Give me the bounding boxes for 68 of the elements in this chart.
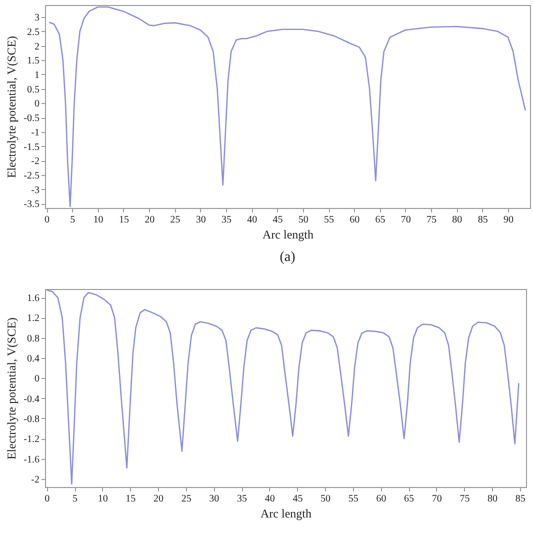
y-tick-label: -2.5	[24, 170, 40, 182]
x-tick-label: 70	[400, 214, 411, 226]
y-tick-label: -1.5	[24, 142, 40, 153]
y-tick-label: 0.8	[27, 333, 40, 344]
x-tick-label: 10	[98, 494, 108, 504]
y-tick-label: -1.2	[24, 434, 40, 446]
x-tick-label: 40	[247, 214, 258, 226]
line-series	[48, 6, 526, 208]
x-tick-label: 50	[320, 494, 331, 504]
x-axis-title: Arc length	[262, 228, 314, 242]
x-tick-label: 85	[515, 494, 526, 504]
y-tick-label: -0.8	[24, 414, 40, 425]
y-axis-title: Electrolyte potential, V(SCE)	[4, 36, 19, 178]
y-tick-label: -2	[31, 474, 40, 486]
y-tick-label: 0.4	[27, 354, 40, 365]
y-tick-label: 0	[34, 374, 40, 385]
x-tick-label: 45	[272, 214, 283, 226]
x-tick-label: 80	[488, 494, 498, 504]
text: (a)	[280, 250, 296, 265]
x-tick-label: 0	[44, 214, 50, 226]
x-tick-label: 5	[70, 214, 76, 226]
y-tick-label: 1.6	[27, 293, 40, 304]
y-tick-label: -2	[31, 156, 40, 168]
y-tick-label: -3.5	[24, 199, 40, 210]
y-tick-label: 1.2	[27, 313, 40, 324]
x-tick-label: 60	[376, 494, 386, 504]
x-tick-label: 45	[292, 494, 303, 504]
x-tick-label: 10	[93, 214, 104, 226]
x-tick-label: 5	[72, 494, 78, 504]
x-tick-label: 0	[44, 494, 50, 504]
y-tick-label: 1	[34, 70, 40, 81]
x-tick-label: 60	[350, 214, 360, 226]
x-tick-label: 30	[196, 214, 206, 226]
x-tick-label: 65	[375, 214, 386, 226]
y-tick-label: 3	[34, 12, 40, 24]
x-tick-label: 90	[503, 214, 514, 226]
y-tick-label: -1.6	[24, 454, 40, 466]
x-axis-title: Arc length	[260, 506, 312, 520]
x-tick-label: 65	[404, 494, 414, 504]
x-tick-label: 25	[170, 214, 180, 226]
x-tick-label: 20	[154, 494, 164, 504]
y-tick-label: -1	[31, 127, 40, 138]
x-tick-label: 55	[348, 494, 358, 504]
y-tick-label: -3	[31, 184, 40, 196]
x-tick-label: 35	[221, 214, 232, 226]
x-tick-label: 85	[478, 214, 488, 226]
y-tick-label: 0.5	[27, 84, 40, 96]
x-tick-label: 15	[118, 214, 129, 226]
x-tick-label: 75	[426, 214, 437, 226]
x-tick-label: 50	[298, 214, 308, 226]
y-tick-label: 2	[34, 41, 40, 52]
y-axis-title: Electrolyte potential, V(SCE)	[4, 317, 19, 460]
x-tick-label: 55	[324, 214, 334, 226]
x-tick-label: 15	[126, 494, 136, 504]
x-tick-label: 70	[432, 494, 442, 504]
y-tick-label: -0.4	[24, 394, 40, 405]
x-tick-label: 80	[452, 214, 462, 226]
y-tick-label: 0	[34, 98, 40, 110]
y-tick-label: 1.5	[27, 56, 40, 67]
line-series	[46, 289, 520, 485]
x-tick-label: 75	[460, 494, 470, 504]
x-tick-label: 30	[209, 494, 220, 504]
x-tick-label: 20	[144, 214, 155, 226]
y-tick-label: 2.5	[27, 26, 40, 38]
x-tick-label: 40	[264, 494, 275, 504]
x-tick-label: 35	[237, 494, 248, 504]
x-tick-label: 25	[181, 494, 192, 504]
y-tick-label: -0.5	[24, 113, 40, 124]
